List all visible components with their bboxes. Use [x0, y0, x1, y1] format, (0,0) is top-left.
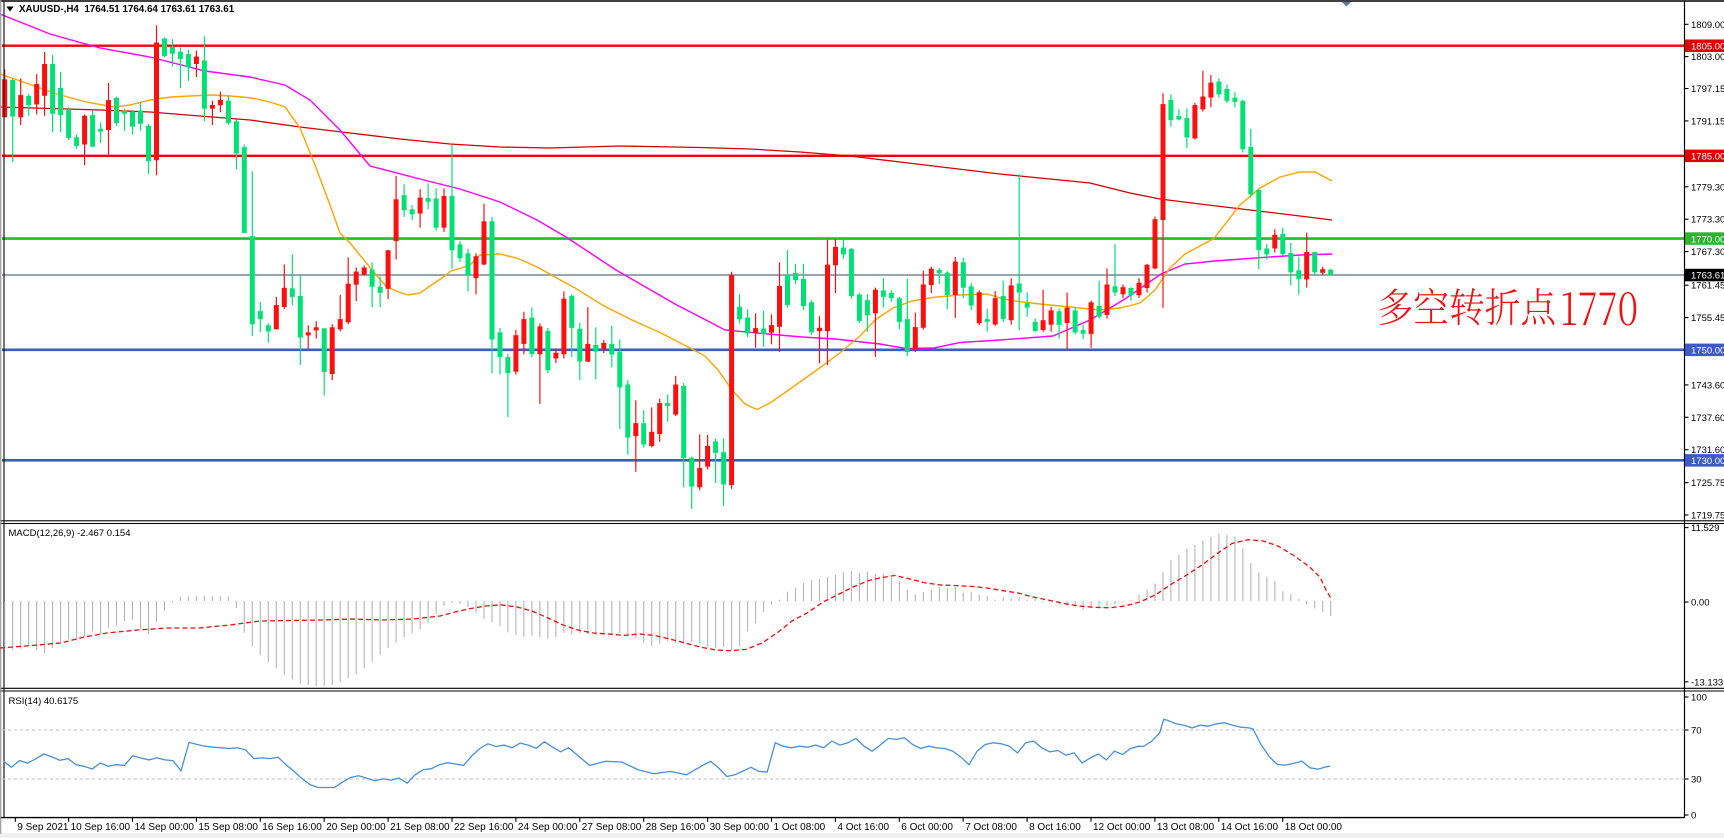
svg-text:XAUUSD-,H4 1764.51 1764.64 17: XAUUSD-,H4 1764.51 1764.64 1763.61 1763.… — [19, 4, 235, 15]
svg-text:8 Oct 16:00: 8 Oct 16:00 — [1029, 822, 1081, 833]
svg-text:1725.75: 1725.75 — [1691, 478, 1724, 489]
svg-text:0: 0 — [1691, 811, 1696, 822]
svg-text:16 Sep 16:00: 16 Sep 16:00 — [262, 822, 322, 833]
svg-text:-13.133: -13.133 — [1691, 677, 1723, 688]
svg-text:1770.00: 1770.00 — [1691, 234, 1724, 245]
svg-text:1750.00: 1750.00 — [1691, 346, 1724, 357]
svg-text:1761.45: 1761.45 — [1691, 281, 1724, 292]
svg-text:1805.00: 1805.00 — [1691, 41, 1724, 52]
svg-text:1785.00: 1785.00 — [1691, 152, 1724, 163]
svg-text:11.529: 11.529 — [1691, 523, 1719, 534]
svg-text:MACD(12,26,9) -2.467 0.154: MACD(12,26,9) -2.467 0.154 — [9, 528, 131, 539]
svg-text:9 Sep 2021: 9 Sep 2021 — [17, 822, 69, 833]
svg-text:13 Oct 08:00: 13 Oct 08:00 — [1157, 822, 1215, 833]
svg-text:1791.15: 1791.15 — [1691, 116, 1724, 127]
svg-text:70: 70 — [1691, 726, 1702, 737]
svg-text:15 Sep 08:00: 15 Sep 08:00 — [198, 822, 258, 833]
svg-text:1767.30: 1767.30 — [1691, 247, 1724, 258]
svg-text:1809.00: 1809.00 — [1691, 20, 1724, 31]
svg-text:1797.15: 1797.15 — [1691, 84, 1724, 95]
svg-text:1779.30: 1779.30 — [1691, 182, 1724, 193]
svg-text:22 Sep 16:00: 22 Sep 16:00 — [454, 822, 514, 833]
svg-text:27 Sep 08:00: 27 Sep 08:00 — [582, 822, 642, 833]
svg-text:14 Sep 00:00: 14 Sep 00:00 — [135, 822, 195, 833]
svg-text:100: 100 — [1691, 693, 1707, 704]
svg-text:7 Oct 08:00: 7 Oct 08:00 — [965, 822, 1017, 833]
svg-text:18 Oct 00:00: 18 Oct 00:00 — [1285, 822, 1343, 833]
svg-text:30: 30 — [1691, 775, 1702, 786]
svg-text:1719.75: 1719.75 — [1691, 511, 1724, 522]
svg-text:1755.45: 1755.45 — [1691, 313, 1724, 324]
svg-text:28 Sep 16:00: 28 Sep 16:00 — [646, 822, 706, 833]
svg-text:30 Sep 00:00: 30 Sep 00:00 — [710, 822, 770, 833]
svg-text:6 Oct 00:00: 6 Oct 00:00 — [901, 822, 953, 833]
svg-text:12 Oct 00:00: 12 Oct 00:00 — [1093, 822, 1151, 833]
svg-text:24 Sep 00:00: 24 Sep 00:00 — [518, 822, 578, 833]
svg-text:4 Oct 16:00: 4 Oct 16:00 — [837, 822, 889, 833]
svg-text:1731.60: 1731.60 — [1691, 445, 1724, 456]
svg-text:20 Sep 00:00: 20 Sep 00:00 — [326, 822, 386, 833]
svg-text:1773.30: 1773.30 — [1691, 215, 1724, 226]
svg-text:1763.61: 1763.61 — [1691, 271, 1724, 282]
svg-text:RSI(14) 40.6175: RSI(14) 40.6175 — [9, 696, 79, 707]
svg-text:1730.00: 1730.00 — [1691, 456, 1724, 467]
svg-text:1803.00: 1803.00 — [1691, 52, 1724, 63]
svg-text:10 Sep 16:00: 10 Sep 16:00 — [71, 822, 131, 833]
svg-text:1743.60: 1743.60 — [1691, 380, 1724, 391]
svg-text:14 Oct 16:00: 14 Oct 16:00 — [1221, 822, 1279, 833]
svg-text:1 Oct 08:00: 1 Oct 08:00 — [774, 822, 826, 833]
svg-text:21 Sep 08:00: 21 Sep 08:00 — [390, 822, 450, 833]
svg-text:1737.60: 1737.60 — [1691, 413, 1724, 424]
svg-text:0.00: 0.00 — [1691, 598, 1710, 609]
